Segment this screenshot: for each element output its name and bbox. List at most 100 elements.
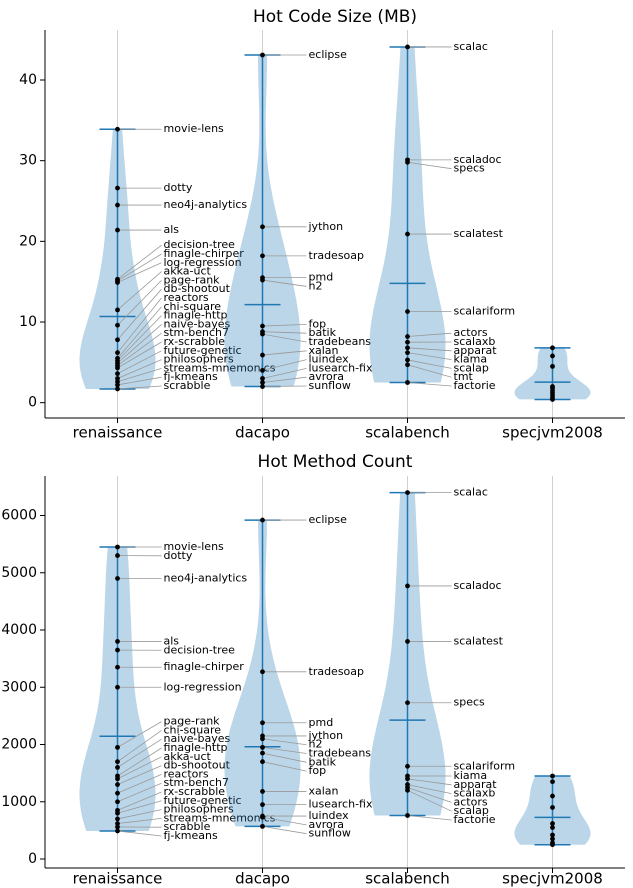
data-point <box>115 576 120 581</box>
point-label: finagle-http <box>164 309 228 322</box>
data-point <box>405 583 410 589</box>
data-point <box>260 802 265 808</box>
data-point <box>115 382 120 388</box>
point-label: luindex <box>309 353 350 366</box>
x-tick-label: renaissance <box>73 424 163 442</box>
leader-line <box>407 778 452 786</box>
x-tick-label: specjvm2008 <box>502 424 603 442</box>
point-label: dotty <box>164 181 193 194</box>
leader-line <box>117 341 162 369</box>
data-point <box>550 793 555 799</box>
data-point <box>405 362 410 368</box>
x-tick-label: dacapo <box>235 870 290 888</box>
leader-line <box>117 747 162 777</box>
data-point <box>115 799 120 805</box>
data-point <box>115 185 120 191</box>
point-label: db-shootout <box>164 759 231 772</box>
data-point <box>115 765 120 770</box>
leader-line <box>117 738 162 768</box>
point-label: finagle-http <box>164 741 228 754</box>
data-point <box>115 664 120 670</box>
point-label: xalan <box>309 344 339 357</box>
leader-line <box>117 262 162 283</box>
data-point <box>405 231 410 237</box>
leader-line <box>262 350 307 356</box>
data-point <box>260 669 265 675</box>
leader-line <box>262 359 307 371</box>
data-point <box>115 824 120 830</box>
point-label: neo4j-analytics <box>164 571 248 584</box>
leader-line <box>117 730 162 763</box>
point-label: pmd <box>309 716 334 729</box>
data-point <box>260 368 265 373</box>
leader-line <box>117 818 162 824</box>
data-point <box>550 363 555 369</box>
data-point <box>260 823 265 829</box>
leader-line <box>117 332 162 366</box>
data-point <box>405 309 410 314</box>
point-label: scrabble <box>164 379 211 392</box>
data-point <box>260 744 265 750</box>
point-label: sunflow <box>309 827 351 840</box>
leader-line <box>117 765 162 785</box>
point-label: eclipse <box>309 513 348 526</box>
data-point <box>115 744 120 750</box>
point-label: scalatest <box>454 634 504 647</box>
point-label: jython <box>308 220 344 233</box>
point-label: reactors <box>164 767 209 780</box>
point-label: luindex <box>309 809 350 822</box>
point-label: stm-bench7 <box>164 776 229 789</box>
point-label: finagle-chirper <box>164 247 245 260</box>
data-point <box>405 334 410 339</box>
leader-line <box>262 279 307 287</box>
data-point <box>405 763 410 769</box>
leader-line <box>117 306 162 359</box>
y-tick-label: 6000 <box>1 508 37 524</box>
data-point <box>260 224 265 230</box>
point-label: factorie <box>454 379 496 392</box>
point-label: scalac <box>454 486 488 499</box>
leader-line <box>117 359 162 379</box>
chart-title: Hot Method Count <box>258 452 413 472</box>
point-label: page-rank <box>164 715 221 728</box>
point-label: neo4j-analytics <box>164 198 248 211</box>
data-point <box>260 750 265 756</box>
leader-line <box>117 280 162 326</box>
leader-line <box>117 324 162 364</box>
leader-line <box>262 752 307 763</box>
point-label: movie-lens <box>164 122 225 135</box>
leader-line <box>117 385 162 390</box>
leader-line <box>407 352 452 360</box>
y-tick-label: 2000 <box>1 737 37 753</box>
point-label: tmt <box>454 370 474 383</box>
data-point <box>115 759 120 765</box>
data-point <box>115 371 120 377</box>
data-point <box>550 805 555 810</box>
leader-line <box>117 774 162 794</box>
leader-line <box>117 800 162 814</box>
chart-title: Hot Code Size (MB) <box>253 7 417 27</box>
data-point <box>260 380 265 385</box>
point-label: decision-tree <box>164 643 236 656</box>
point-label: reactors <box>164 291 209 304</box>
data-point <box>405 350 410 356</box>
point-label: scaladoc <box>454 579 502 592</box>
data-point <box>115 810 120 816</box>
data-point <box>260 517 265 523</box>
point-label: rx-scrabble <box>164 335 226 348</box>
point-label: scalap <box>454 804 489 817</box>
point-label: jython <box>308 729 344 742</box>
data-point <box>260 376 265 381</box>
data-point <box>405 490 410 496</box>
leader-line <box>117 288 162 341</box>
leader-line <box>117 315 162 362</box>
point-label: scalaxb <box>454 787 496 800</box>
x-tick-label: scalabench <box>365 870 450 888</box>
data-point <box>405 776 410 782</box>
data-point <box>405 787 410 793</box>
point-label: log-regression <box>164 256 242 269</box>
leader-line <box>407 332 452 337</box>
point-label: factorie <box>454 813 496 826</box>
point-label: streams-mnemonics <box>164 361 276 374</box>
